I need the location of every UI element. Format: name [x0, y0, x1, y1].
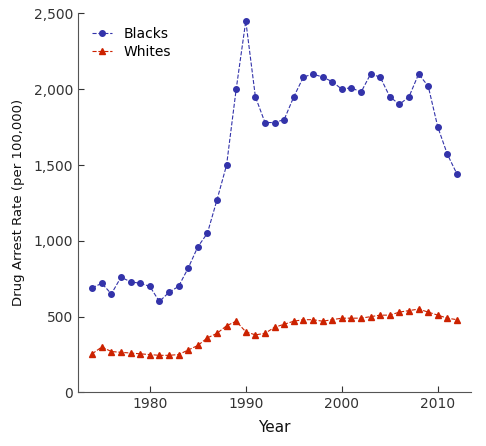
Blacks: [224, 162, 229, 168]
Line: Blacks: Blacks: [89, 18, 460, 304]
Whites: [368, 314, 374, 319]
Blacks: [262, 120, 268, 125]
Whites: [348, 315, 354, 321]
Whites: [99, 344, 104, 350]
Whites: [108, 349, 114, 354]
Whites: [156, 353, 162, 358]
Whites: [387, 313, 393, 318]
Blacks: [118, 275, 124, 280]
Blacks: [205, 231, 210, 236]
Whites: [291, 318, 297, 324]
Y-axis label: Drug Arrest Rate (per 100,000): Drug Arrest Rate (per 100,000): [12, 99, 25, 306]
Blacks: [445, 152, 451, 157]
Whites: [300, 317, 306, 322]
Blacks: [368, 71, 374, 77]
Whites: [89, 351, 95, 356]
Whites: [243, 329, 249, 334]
Blacks: [108, 291, 114, 297]
Whites: [252, 332, 258, 338]
Blacks: [348, 85, 354, 91]
X-axis label: Year: Year: [259, 420, 291, 435]
Blacks: [128, 279, 134, 285]
Whites: [272, 325, 278, 330]
Blacks: [435, 124, 441, 130]
Whites: [320, 318, 326, 324]
Blacks: [156, 299, 162, 304]
Whites: [435, 313, 441, 318]
Blacks: [166, 290, 172, 295]
Blacks: [310, 71, 316, 77]
Blacks: [175, 284, 181, 289]
Whites: [128, 351, 134, 356]
Whites: [281, 322, 287, 327]
Whites: [397, 310, 402, 315]
Blacks: [387, 94, 393, 99]
Whites: [377, 313, 383, 318]
Blacks: [330, 79, 335, 84]
Blacks: [195, 244, 201, 250]
Blacks: [137, 281, 143, 286]
Blacks: [416, 71, 421, 77]
Blacks: [233, 87, 239, 92]
Whites: [406, 308, 412, 313]
Whites: [195, 343, 201, 348]
Blacks: [339, 87, 345, 92]
Whites: [185, 347, 191, 353]
Whites: [454, 317, 460, 322]
Blacks: [454, 171, 460, 177]
Whites: [445, 315, 451, 321]
Whites: [118, 350, 124, 355]
Legend: Blacks, Whites: Blacks, Whites: [85, 21, 178, 66]
Whites: [175, 352, 181, 357]
Blacks: [252, 94, 258, 99]
Blacks: [99, 281, 104, 286]
Whites: [358, 315, 364, 321]
Whites: [310, 317, 316, 322]
Whites: [166, 353, 172, 358]
Whites: [233, 318, 239, 324]
Whites: [214, 330, 220, 336]
Blacks: [320, 74, 326, 80]
Blacks: [291, 94, 297, 99]
Blacks: [300, 74, 306, 80]
Whites: [205, 335, 210, 341]
Whites: [224, 323, 229, 328]
Whites: [416, 306, 421, 312]
Whites: [425, 310, 431, 315]
Line: Whites: Whites: [89, 306, 460, 358]
Blacks: [397, 102, 402, 107]
Whites: [330, 317, 335, 322]
Whites: [137, 351, 143, 356]
Blacks: [377, 74, 383, 80]
Blacks: [185, 265, 191, 271]
Blacks: [406, 94, 412, 99]
Blacks: [281, 117, 287, 122]
Blacks: [147, 284, 153, 289]
Blacks: [425, 83, 431, 89]
Blacks: [214, 197, 220, 202]
Blacks: [272, 120, 278, 125]
Whites: [339, 315, 345, 321]
Blacks: [358, 90, 364, 95]
Blacks: [243, 18, 249, 24]
Blacks: [89, 285, 95, 290]
Whites: [147, 352, 153, 357]
Whites: [262, 330, 268, 336]
